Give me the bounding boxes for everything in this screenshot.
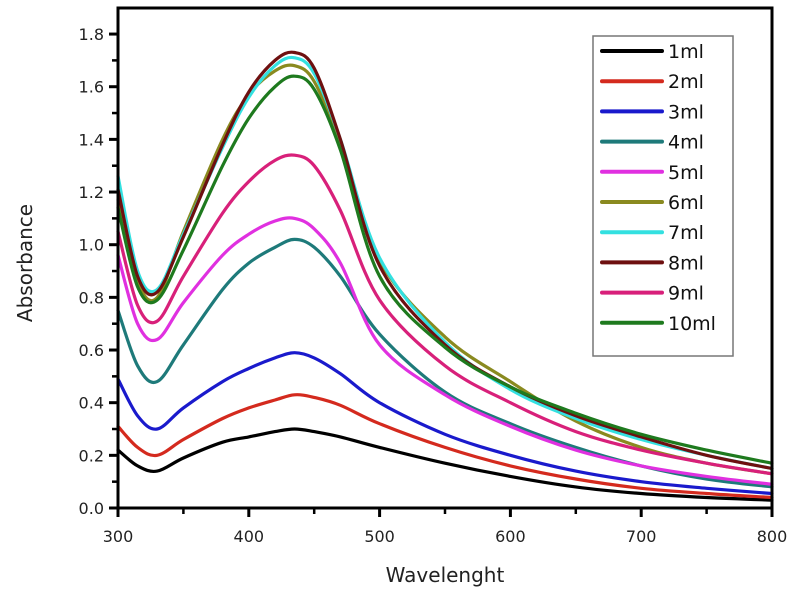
legend: 1ml 2ml 3ml 4ml 5ml 6ml 7ml 8ml 9ml 10ml [592, 35, 734, 357]
legend-item-8ml: 8ml [600, 252, 704, 274]
x-tick-label: 400 [234, 527, 265, 546]
x-tick-label: 500 [364, 527, 395, 546]
y-tick-label: 0.8 [79, 288, 104, 307]
y-tick-label: 0.0 [79, 499, 104, 518]
y-tick-label: 0.4 [79, 394, 104, 413]
legend-label: 6ml [668, 192, 704, 214]
series-line-8ml [116, 50, 774, 471]
legend-item-10ml: 10ml [600, 313, 716, 335]
x-tick-label: 800 [757, 527, 788, 546]
legend-label: 7ml [668, 222, 704, 244]
y-tick-label: 0.6 [79, 341, 104, 360]
legend-label: 3ml [668, 101, 704, 123]
x-axis-title: Wavelenght [386, 563, 505, 587]
x-tick-label: 700 [626, 527, 657, 546]
legend-item-1ml: 1ml [600, 41, 704, 63]
legend-label: 1ml [668, 41, 704, 63]
legend-item-2ml: 2ml [600, 71, 704, 93]
legend-item-9ml: 9ml [600, 283, 704, 305]
y-tick-label: 1.2 [79, 183, 104, 202]
legend-item-7ml: 7ml [600, 222, 704, 244]
legend-item-6ml: 6ml [600, 192, 704, 214]
y-tick-label: 1.4 [79, 130, 104, 149]
legend-label: 2ml [668, 71, 704, 93]
legend-label: 4ml [668, 132, 704, 154]
legend-item-4ml: 4ml [600, 132, 704, 154]
series-line-10ml [116, 74, 774, 465]
legend-label: 10ml [668, 313, 716, 335]
y-tick-label: 1.8 [79, 25, 104, 44]
series-line-4ml [116, 237, 774, 489]
legend-box [592, 35, 734, 357]
y-axis-title: Absorbance [13, 204, 37, 322]
series-line-2ml [116, 393, 774, 500]
curves-layer [116, 50, 774, 502]
legend-item-3ml: 3ml [600, 101, 704, 123]
legend-item-5ml: 5ml [600, 162, 704, 184]
series-line-1ml [116, 427, 774, 502]
legend-label: 8ml [668, 252, 704, 274]
y-axis: 0.0 0.2 0.4 0.6 0.8 1.0 1.2 1.4 1.6 1.8 [79, 25, 118, 518]
x-axis: 300 400 500 600 700 800 [103, 508, 788, 546]
series-line-9ml [116, 153, 774, 476]
y-tick-label: 0.2 [79, 446, 104, 465]
y-tick-label: 1.0 [79, 236, 104, 255]
x-tick-label: 600 [495, 527, 526, 546]
y-tick-label: 1.6 [79, 78, 104, 97]
legend-label: 5ml [668, 162, 704, 184]
series-line-5ml [116, 216, 774, 486]
x-tick-label: 300 [103, 527, 134, 546]
series-line-3ml [116, 351, 774, 496]
legend-label: 9ml [668, 283, 704, 305]
